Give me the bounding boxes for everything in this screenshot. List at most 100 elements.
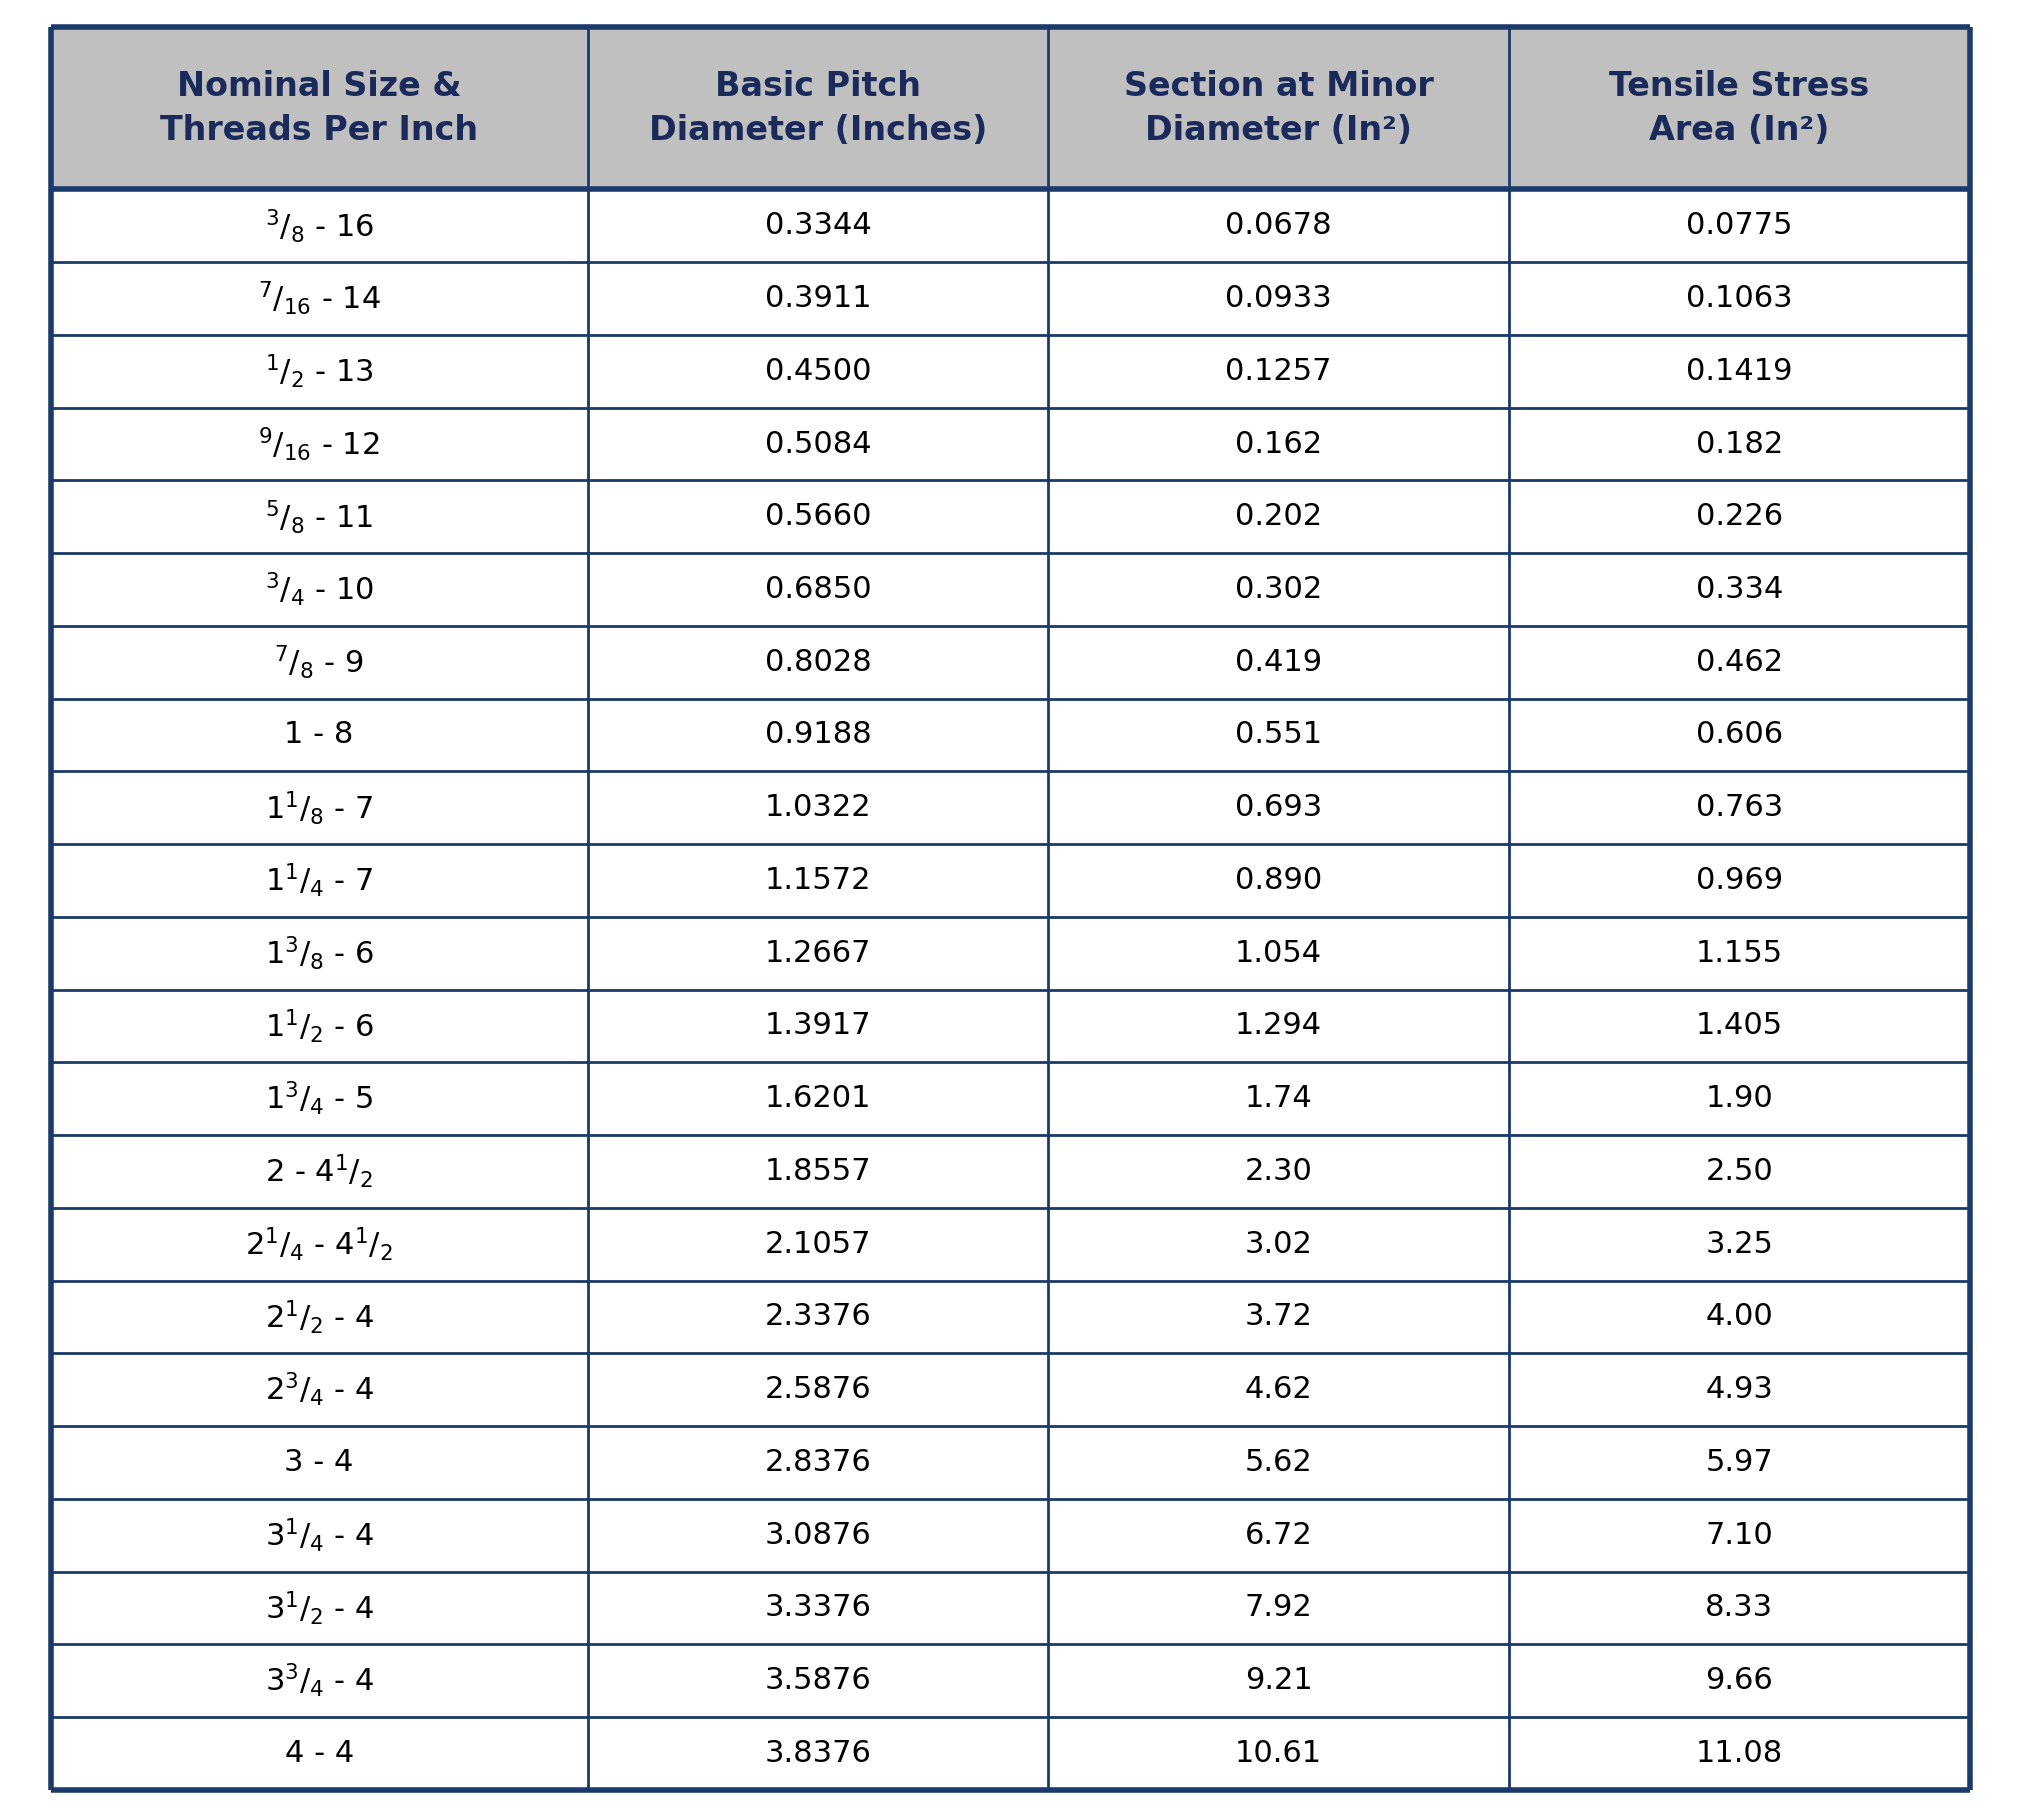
Bar xyxy=(50,1426,1970,1499)
Text: Basic Pitch
Diameter (Inches): Basic Pitch Diameter (Inches) xyxy=(648,71,988,147)
Bar xyxy=(50,1281,1970,1354)
Text: 0.162: 0.162 xyxy=(1234,429,1323,458)
Text: 0.3911: 0.3911 xyxy=(766,283,871,313)
Text: 0.9188: 0.9188 xyxy=(766,721,871,749)
Text: 1 - 8: 1 - 8 xyxy=(285,721,354,749)
Text: 1.405: 1.405 xyxy=(1695,1012,1784,1041)
Text: 1.3917: 1.3917 xyxy=(766,1012,871,1041)
Bar xyxy=(50,990,1970,1063)
Text: 3$^{3}/_{4}$ - 4: 3$^{3}/_{4}$ - 4 xyxy=(265,1663,374,1699)
Text: 3.8376: 3.8376 xyxy=(766,1739,871,1768)
Text: 0.1257: 0.1257 xyxy=(1226,356,1331,385)
Text: 0.763: 0.763 xyxy=(1695,794,1784,823)
Text: 0.551: 0.551 xyxy=(1234,721,1323,749)
Text: $^{7}/_{8}$ - 9: $^{7}/_{8}$ - 9 xyxy=(275,643,364,681)
Text: 1.294: 1.294 xyxy=(1234,1012,1323,1041)
Text: 11.08: 11.08 xyxy=(1695,1739,1784,1768)
Text: 8.33: 8.33 xyxy=(1705,1594,1774,1623)
Text: 0.302: 0.302 xyxy=(1234,574,1323,603)
Text: 1.90: 1.90 xyxy=(1705,1085,1774,1114)
Text: 0.202: 0.202 xyxy=(1234,501,1323,531)
Text: 0.6850: 0.6850 xyxy=(766,574,871,603)
Text: 2.5876: 2.5876 xyxy=(766,1375,871,1405)
Text: 1$^{1}/_{4}$ - 7: 1$^{1}/_{4}$ - 7 xyxy=(265,861,374,899)
Text: 1$^{1}/_{2}$ - 6: 1$^{1}/_{2}$ - 6 xyxy=(265,1007,374,1045)
Text: 0.334: 0.334 xyxy=(1695,574,1784,603)
Text: 1.054: 1.054 xyxy=(1234,939,1323,968)
Text: 3 - 4: 3 - 4 xyxy=(285,1448,354,1477)
Text: $^{1}/_{2}$ - 13: $^{1}/_{2}$ - 13 xyxy=(265,352,374,391)
Text: 4.00: 4.00 xyxy=(1705,1303,1774,1332)
Text: $^{3}/_{8}$ - 16: $^{3}/_{8}$ - 16 xyxy=(265,207,374,245)
Text: 2.30: 2.30 xyxy=(1244,1157,1313,1187)
Bar xyxy=(50,1136,1970,1208)
Bar xyxy=(50,480,1970,552)
Text: Section at Minor
Diameter (In²): Section at Minor Diameter (In²) xyxy=(1123,71,1434,147)
Text: 7.10: 7.10 xyxy=(1705,1521,1774,1550)
Text: 1.8557: 1.8557 xyxy=(766,1157,871,1187)
Text: 6.72: 6.72 xyxy=(1244,1521,1313,1550)
Text: 9.66: 9.66 xyxy=(1705,1666,1774,1695)
Text: 0.0933: 0.0933 xyxy=(1226,283,1331,313)
Bar xyxy=(50,1717,1970,1790)
Text: 2.8376: 2.8376 xyxy=(766,1448,871,1477)
Text: 0.5660: 0.5660 xyxy=(766,501,871,531)
Text: 1$^{3}/_{8}$ - 6: 1$^{3}/_{8}$ - 6 xyxy=(265,934,374,972)
Text: 1$^{3}/_{4}$ - 5: 1$^{3}/_{4}$ - 5 xyxy=(265,1079,374,1117)
Text: 0.606: 0.606 xyxy=(1695,721,1784,749)
Text: 5.62: 5.62 xyxy=(1244,1448,1313,1477)
Text: Nominal Size &
Threads Per Inch: Nominal Size & Threads Per Inch xyxy=(160,71,479,147)
Text: 0.890: 0.890 xyxy=(1234,867,1323,896)
Text: 2.3376: 2.3376 xyxy=(766,1303,871,1332)
Text: 0.3344: 0.3344 xyxy=(766,211,871,240)
Text: 2$^{3}/_{4}$ - 4: 2$^{3}/_{4}$ - 4 xyxy=(265,1370,374,1408)
Text: 1$^{1}/_{8}$ - 7: 1$^{1}/_{8}$ - 7 xyxy=(265,789,374,827)
Text: 3$^{1}/_{2}$ - 4: 3$^{1}/_{2}$ - 4 xyxy=(265,1590,374,1626)
Text: 0.5084: 0.5084 xyxy=(766,429,871,458)
Bar xyxy=(50,1644,1970,1717)
Bar xyxy=(50,1208,1970,1281)
Text: 9.21: 9.21 xyxy=(1244,1666,1313,1695)
Text: 3$^{1}/_{4}$ - 4: 3$^{1}/_{4}$ - 4 xyxy=(265,1517,374,1554)
Text: 3.5876: 3.5876 xyxy=(766,1666,871,1695)
Text: 2 - 4$^{1}/_{2}$: 2 - 4$^{1}/_{2}$ xyxy=(265,1152,374,1190)
Text: 0.693: 0.693 xyxy=(1234,794,1323,823)
Text: 0.4500: 0.4500 xyxy=(766,356,871,385)
Text: 1.0322: 1.0322 xyxy=(766,794,871,823)
Text: 4 - 4: 4 - 4 xyxy=(285,1739,354,1768)
Bar xyxy=(50,625,1970,698)
Text: 0.1419: 0.1419 xyxy=(1687,356,1792,385)
Bar xyxy=(50,262,1970,334)
Bar xyxy=(50,189,1970,262)
Bar xyxy=(50,698,1970,772)
Text: 1.1572: 1.1572 xyxy=(766,867,871,896)
Text: 0.462: 0.462 xyxy=(1695,647,1784,676)
Text: Tensile Stress
Area (In²): Tensile Stress Area (In²) xyxy=(1610,71,1868,147)
Bar xyxy=(50,27,1970,189)
Text: 3.0876: 3.0876 xyxy=(766,1521,871,1550)
Text: 0.969: 0.969 xyxy=(1695,867,1784,896)
Bar xyxy=(50,1063,1970,1136)
Text: 0.419: 0.419 xyxy=(1234,647,1323,676)
Text: 2$^{1}/_{2}$ - 4: 2$^{1}/_{2}$ - 4 xyxy=(265,1297,374,1335)
Bar xyxy=(50,1499,1970,1572)
Bar xyxy=(50,407,1970,480)
Text: 3.72: 3.72 xyxy=(1244,1303,1313,1332)
Text: 0.0775: 0.0775 xyxy=(1687,211,1792,240)
Bar xyxy=(50,334,1970,407)
Text: 0.182: 0.182 xyxy=(1695,429,1784,458)
Bar xyxy=(50,772,1970,845)
Bar xyxy=(50,1572,1970,1644)
Text: 5.97: 5.97 xyxy=(1705,1448,1774,1477)
Bar xyxy=(50,918,1970,990)
Text: 1.74: 1.74 xyxy=(1244,1085,1313,1114)
Text: $^{7}/_{16}$ - 14: $^{7}/_{16}$ - 14 xyxy=(259,280,380,318)
Text: 0.1063: 0.1063 xyxy=(1687,283,1792,313)
Text: 0.226: 0.226 xyxy=(1695,501,1784,531)
Text: 1.2667: 1.2667 xyxy=(766,939,871,968)
Text: 3.25: 3.25 xyxy=(1705,1230,1774,1259)
Text: 0.0678: 0.0678 xyxy=(1226,211,1331,240)
Text: 10.61: 10.61 xyxy=(1234,1739,1323,1768)
Text: 2$^{1}/_{4}$ - 4$^{1}/_{2}$: 2$^{1}/_{4}$ - 4$^{1}/_{2}$ xyxy=(244,1225,394,1263)
Text: $^{3}/_{4}$ - 10: $^{3}/_{4}$ - 10 xyxy=(265,571,374,609)
